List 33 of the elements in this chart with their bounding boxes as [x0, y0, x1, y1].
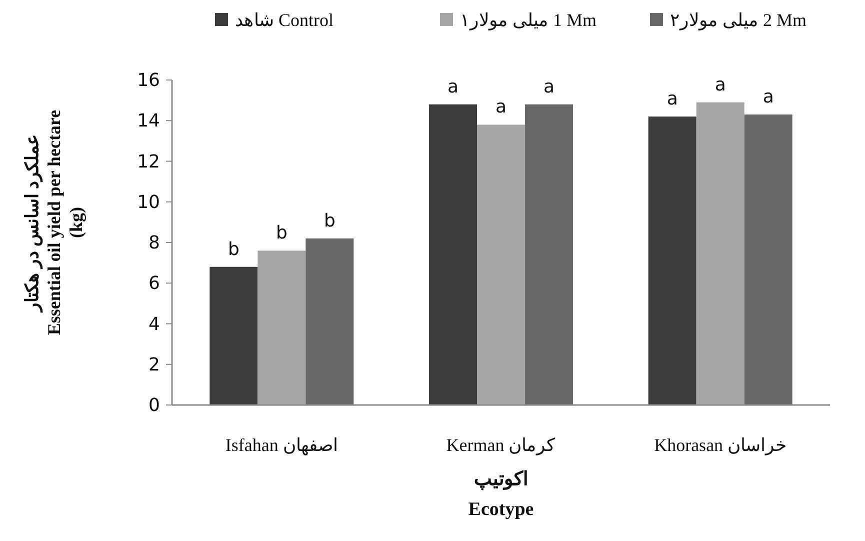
bar: [525, 104, 573, 405]
legend-label: ۱میلی مولار 1 Mm: [460, 10, 597, 31]
data-label: a: [447, 76, 459, 98]
y-tick-label: 10: [137, 192, 160, 213]
y-tick-label: 6: [148, 273, 160, 294]
data-label: a: [495, 96, 507, 118]
data-label: b: [324, 210, 336, 232]
bar: [477, 124, 525, 405]
data-label: b: [276, 222, 288, 244]
y-tick-label: 14: [137, 110, 160, 132]
y-tick-label: 16: [137, 70, 160, 91]
bar: [744, 114, 792, 405]
legend-label: شاهد Control: [235, 10, 334, 30]
bar: [306, 238, 354, 405]
data-label: b: [228, 238, 240, 260]
x-tick-label: Kerman کرمان: [446, 435, 556, 456]
bar: [696, 102, 744, 405]
data-label: a: [666, 88, 678, 110]
bar: [210, 266, 258, 405]
y-tick-label: 4: [148, 314, 160, 335]
x-tick-label: Isfahan اصفهان: [225, 435, 338, 456]
data-label: a: [714, 74, 726, 96]
legend-label: ۲میلی مولار 2 Mm: [670, 10, 807, 31]
y-tick-label: 0: [148, 395, 160, 416]
bar: [258, 250, 306, 405]
x-tick-label: Khorasan خراسان: [654, 435, 787, 456]
data-label: a: [543, 76, 555, 98]
bar: [648, 116, 696, 405]
y-tick-label: 12: [137, 151, 160, 172]
bar: [429, 104, 477, 405]
data-label: a: [762, 86, 774, 108]
y-tick-label: 2: [148, 354, 160, 376]
y-tick-label: 8: [148, 232, 160, 254]
